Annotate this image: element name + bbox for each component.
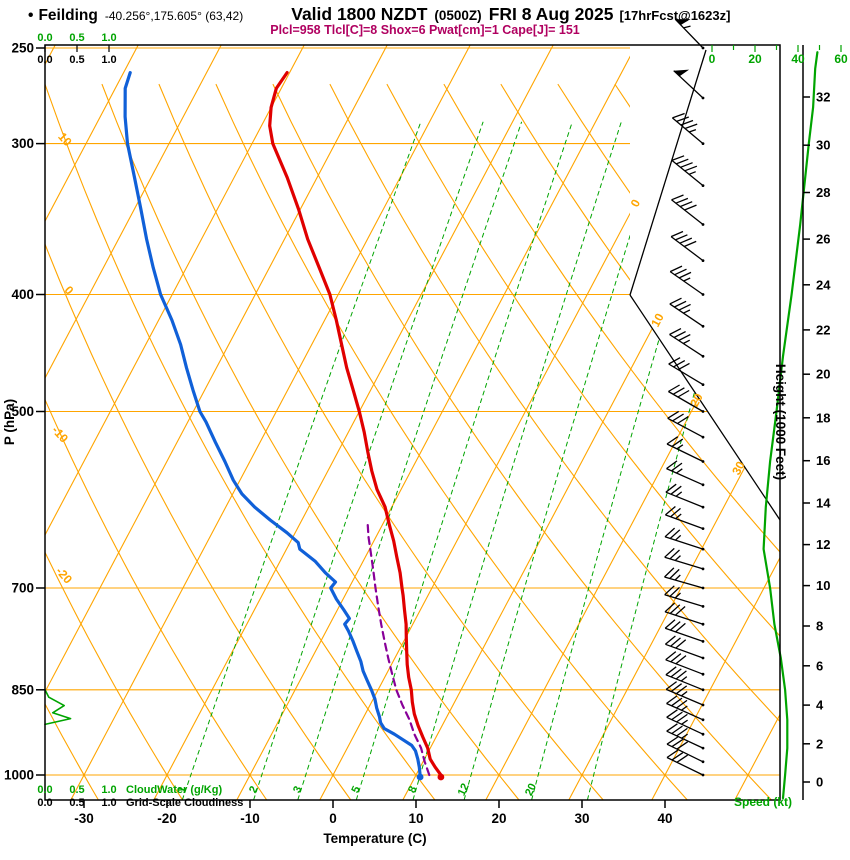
svg-text:10: 10 <box>648 311 667 330</box>
svg-text:0.0: 0.0 <box>37 54 52 66</box>
svg-text:40: 40 <box>657 811 672 826</box>
svg-text:CloudWater (g/Kg): CloudWater (g/Kg) <box>126 784 222 796</box>
svg-text:700: 700 <box>11 581 34 596</box>
svg-text:10: 10 <box>816 578 830 593</box>
svg-text:-10: -10 <box>240 811 260 826</box>
svg-text:-30: -30 <box>74 811 94 826</box>
svg-text:0.0: 0.0 <box>37 784 52 796</box>
station-bullet: • <box>28 7 34 24</box>
svg-text:4: 4 <box>816 698 824 713</box>
surface-dew-dot <box>416 773 424 781</box>
svg-text:0.5: 0.5 <box>69 32 84 44</box>
svg-text:8: 8 <box>406 784 419 795</box>
svg-text:1.0: 1.0 <box>101 54 116 66</box>
stability-indices: Plcl=958 Tlcl[C]=8 Shox=6 Pwat[cm]=1 Cap… <box>270 23 580 37</box>
svg-text:0: 0 <box>329 811 337 826</box>
svg-text:14: 14 <box>816 496 831 511</box>
svg-text:1.0: 1.0 <box>101 784 116 796</box>
svg-text:P (hPa): P (hPa) <box>2 399 17 445</box>
svg-text:Temperature (C): Temperature (C) <box>323 831 426 846</box>
station-name: Feilding <box>38 7 98 24</box>
svg-text:20: 20 <box>748 52 762 66</box>
background-grid <box>45 45 780 800</box>
svg-text:26: 26 <box>816 232 830 247</box>
svg-text:0: 0 <box>62 283 77 298</box>
svg-text:2: 2 <box>247 784 260 795</box>
svg-text:20: 20 <box>816 367 830 382</box>
svg-text:3: 3 <box>291 784 304 795</box>
svg-text:250: 250 <box>11 41 34 56</box>
profiles <box>44 51 819 800</box>
svg-text:500: 500 <box>11 404 34 419</box>
svg-text:12: 12 <box>816 537 830 552</box>
svg-text:1000: 1000 <box>4 768 34 783</box>
svg-text:850: 850 <box>11 682 34 697</box>
svg-text:0: 0 <box>816 775 823 790</box>
title-bar: • Feilding -40.256°,175.605° (63,42) Val… <box>28 4 730 25</box>
grid-boundary <box>629 49 781 521</box>
svg-text:-20: -20 <box>53 564 75 586</box>
svg-text:2: 2 <box>816 736 823 751</box>
svg-text:300: 300 <box>11 136 34 151</box>
svg-text:1: 1 <box>176 784 189 795</box>
svg-text:0.0: 0.0 <box>37 797 52 809</box>
svg-text:16: 16 <box>816 453 830 468</box>
svg-text:40: 40 <box>791 52 805 66</box>
svg-text:22: 22 <box>816 322 830 337</box>
svg-text:-10: -10 <box>49 423 71 445</box>
svg-text:Grid-Scale Cloudiness: Grid-Scale Cloudiness <box>126 797 243 809</box>
svg-text:1.0: 1.0 <box>101 797 116 809</box>
svg-text:20: 20 <box>491 811 506 826</box>
wind-barbs <box>664 18 705 777</box>
svg-text:60: 60 <box>834 52 848 66</box>
svg-text:20: 20 <box>687 391 706 410</box>
svg-text:30: 30 <box>816 138 830 153</box>
svg-text:24: 24 <box>816 277 831 292</box>
svg-text:30: 30 <box>729 459 748 478</box>
svg-text:5: 5 <box>349 784 362 795</box>
svg-text:Height (1000 Feet): Height (1000 Feet) <box>773 364 788 480</box>
svg-text:0.5: 0.5 <box>69 784 84 796</box>
svg-text:Speed (kt): Speed (kt) <box>734 795 792 809</box>
svg-text:0.0: 0.0 <box>37 32 52 44</box>
svg-text:30: 30 <box>574 811 589 826</box>
svg-text:0.5: 0.5 <box>69 54 84 66</box>
svg-text:0: 0 <box>709 52 716 66</box>
svg-text:6: 6 <box>816 658 823 673</box>
valid-time: Valid 1800 NZDT <box>291 4 428 24</box>
surface-temp-dot <box>437 773 445 781</box>
station-coords: -40.256°,175.605° (63,42) <box>104 9 244 23</box>
svg-text:-20: -20 <box>157 811 177 826</box>
svg-text:0: 0 <box>628 197 644 210</box>
svg-text:400: 400 <box>11 287 34 302</box>
svg-text:20: 20 <box>523 782 539 798</box>
svg-text:12: 12 <box>456 782 472 798</box>
forecast-hour: [17hrFcst@1623z] <box>619 8 731 23</box>
svg-text:1.0: 1.0 <box>101 32 116 44</box>
svg-text:32: 32 <box>816 90 830 105</box>
svg-text:10: 10 <box>55 130 75 150</box>
svg-text:8: 8 <box>816 619 823 634</box>
svg-text:0.5: 0.5 <box>69 797 84 809</box>
svg-text:18: 18 <box>816 410 830 425</box>
svg-text:28: 28 <box>816 185 830 200</box>
valid-date: FRI 8 Aug 2025 <box>488 4 614 24</box>
svg-text:10: 10 <box>408 811 423 826</box>
valid-time-utc: (0500Z) <box>434 8 482 23</box>
